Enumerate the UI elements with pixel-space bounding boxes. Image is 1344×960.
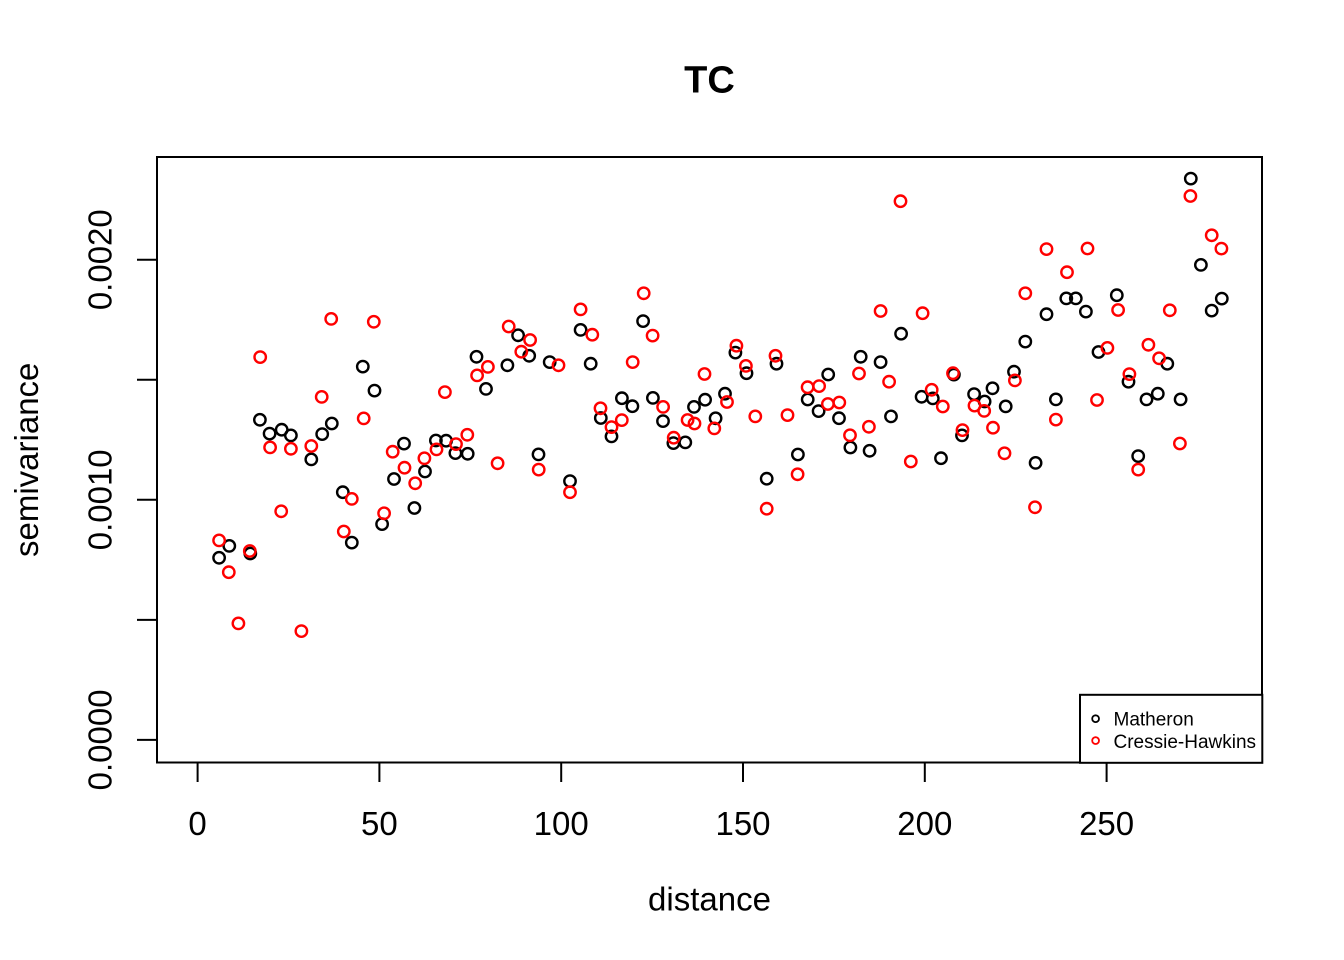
- svg-text:200: 200: [897, 805, 952, 842]
- svg-text:150: 150: [715, 805, 770, 842]
- svg-text:semivariance: semivariance: [8, 363, 45, 557]
- svg-text:Cressie-Hawkins: Cressie-Hawkins: [1114, 732, 1257, 753]
- svg-text:0: 0: [188, 805, 206, 842]
- svg-text:100: 100: [534, 805, 589, 842]
- svg-text:0.0020: 0.0020: [82, 209, 119, 310]
- svg-text:0.0010: 0.0010: [82, 449, 119, 550]
- svg-text:250: 250: [1079, 805, 1134, 842]
- svg-text:50: 50: [361, 805, 398, 842]
- svg-text:0.0000: 0.0000: [82, 689, 119, 790]
- svg-text:TC: TC: [684, 60, 735, 102]
- svg-text:Matheron: Matheron: [1114, 709, 1194, 730]
- svg-text:distance: distance: [648, 881, 771, 918]
